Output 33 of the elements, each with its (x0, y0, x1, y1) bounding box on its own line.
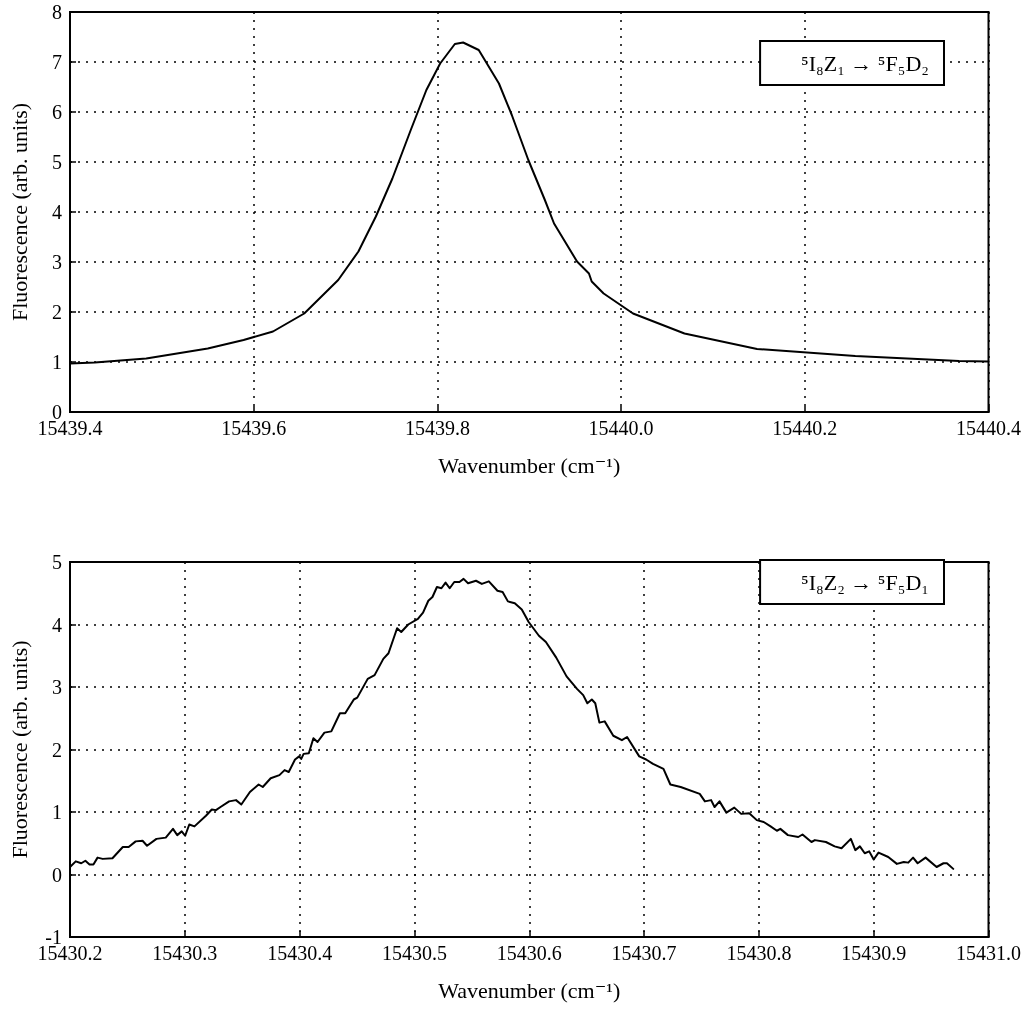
x-tick-label: 15440.4 (956, 417, 1021, 439)
x-tick-label: 15431.0 (956, 942, 1021, 964)
x-tick-label: 15430.4 (267, 942, 333, 964)
x-tick-label: 15430.7 (611, 942, 677, 964)
x-tick-label: 15430.3 (152, 942, 218, 964)
x-tick-label: 15440.0 (588, 417, 654, 439)
y-tick-label: 8 (52, 1, 62, 23)
y-tick-label: 6 (52, 101, 62, 123)
y-axis-title: Fluorescence (arb. units) (6, 640, 32, 859)
y-tick-label: 4 (52, 613, 62, 636)
y-tick-label: 2 (52, 738, 62, 761)
y-tick-label: 4 (52, 201, 62, 223)
annotation: ⁵I₈Z₁ → ⁵F₅D₂ (801, 50, 930, 76)
x-tick-label: 15430.6 (496, 942, 562, 964)
x-tick-label: 15430.5 (381, 942, 447, 964)
x-tick-label: 15439.8 (404, 417, 470, 439)
x-axis-title: Wavenumber (cm⁻¹) (438, 452, 621, 478)
y-tick-label: 5 (52, 151, 62, 173)
y-tick-label: 1 (52, 351, 62, 373)
y-tick-label: 3 (52, 676, 62, 698)
x-tick-label: 15440.2 (772, 417, 838, 439)
y-tick-label: 3 (52, 251, 62, 273)
x-tick-label: 15430.8 (726, 942, 792, 964)
y-tick-label: 7 (52, 51, 62, 73)
y-tick-label: 0 (52, 863, 62, 886)
y-tick-label: 1 (52, 801, 62, 823)
x-tick-label: 15430.9 (841, 942, 907, 964)
y-tick-label: 2 (52, 301, 62, 323)
annotation: ⁵I₈Z₂ → ⁵F₅D₁ (801, 569, 930, 595)
x-tick-label: 15439.6 (221, 417, 287, 439)
x-axis-title: Wavenumber (cm⁻¹) (438, 977, 621, 1003)
y-tick-label: 5 (52, 551, 62, 573)
y-axis-title: Fluorescence (arb. units) (6, 102, 32, 322)
